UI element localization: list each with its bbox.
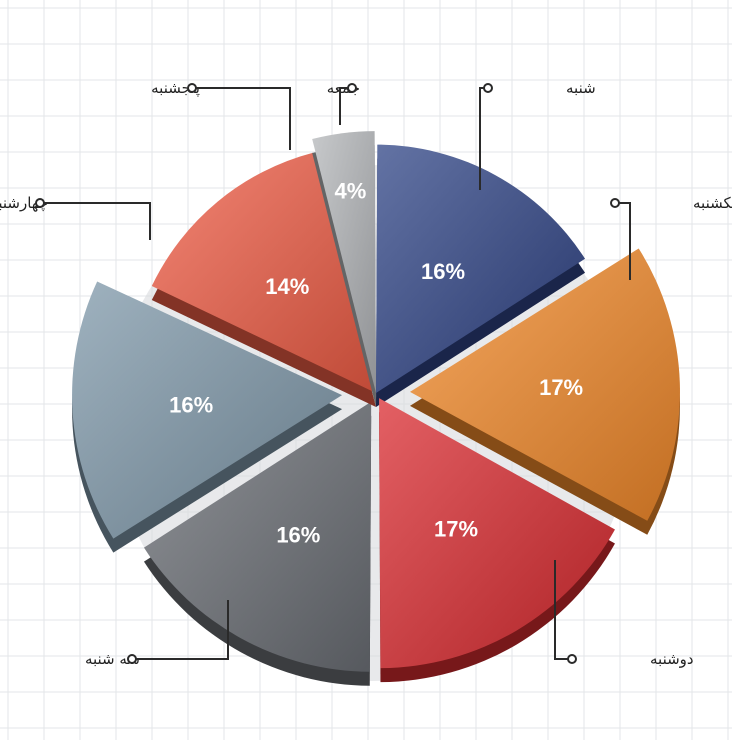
callout-dot-2 (610, 198, 620, 208)
percent-labels: 16% 17% 17% 16% 16% 14% 4% (169, 178, 583, 547)
percent-label-5: 16% (169, 393, 213, 418)
callout-dot-7 (347, 83, 357, 93)
callout-4: سه شنبه (85, 600, 229, 668)
callout-6: پنجشنبه (151, 79, 291, 150)
callout-dot-1 (483, 83, 493, 93)
category-label-5: چهارشنبه (0, 194, 48, 212)
percent-label-7: 4% (334, 178, 366, 203)
pie-slice-5 (72, 281, 343, 539)
callout-7: جمعه (327, 79, 360, 125)
callout-3: دوشنبه (554, 560, 694, 668)
callout-dot-6 (187, 83, 197, 93)
category-label-2: یکشنبه (693, 194, 732, 212)
percent-label-6: 14% (265, 274, 309, 299)
pie-slice-4 (143, 401, 372, 672)
callout-line-3 (554, 560, 572, 660)
percent-label-1: 16% (421, 259, 465, 284)
callout-2: یکشنبه (610, 194, 732, 280)
percent-label-2: 17% (539, 375, 583, 400)
percent-label-3: 17% (434, 516, 478, 541)
pie-slice-6 (151, 152, 376, 393)
callout-1: شنبه (479, 79, 596, 190)
category-label-1: شنبه (566, 79, 596, 97)
callout-line-4 (132, 600, 229, 660)
pie-slice-7 (312, 131, 376, 394)
category-callouts: شنبه یکشنبه دوشنبه سه شنبه چهارشنبه پنجشنبه جم… (0, 79, 732, 668)
pie-slice-1 (376, 144, 586, 393)
category-label-4: سه شنبه (85, 650, 140, 668)
callout-dot-5 (35, 198, 45, 208)
percent-label-4: 16% (276, 522, 320, 547)
callout-5: چهارشنبه (0, 194, 151, 240)
callout-dot-3 (567, 654, 577, 664)
callout-line-6 (192, 87, 291, 150)
pie-slice-2 (409, 248, 680, 521)
callout-dot-4 (127, 654, 137, 664)
category-label-3: دوشنبه (650, 650, 694, 668)
callout-line-5 (40, 202, 151, 240)
category-label-6: پنجشنبه (151, 79, 200, 98)
